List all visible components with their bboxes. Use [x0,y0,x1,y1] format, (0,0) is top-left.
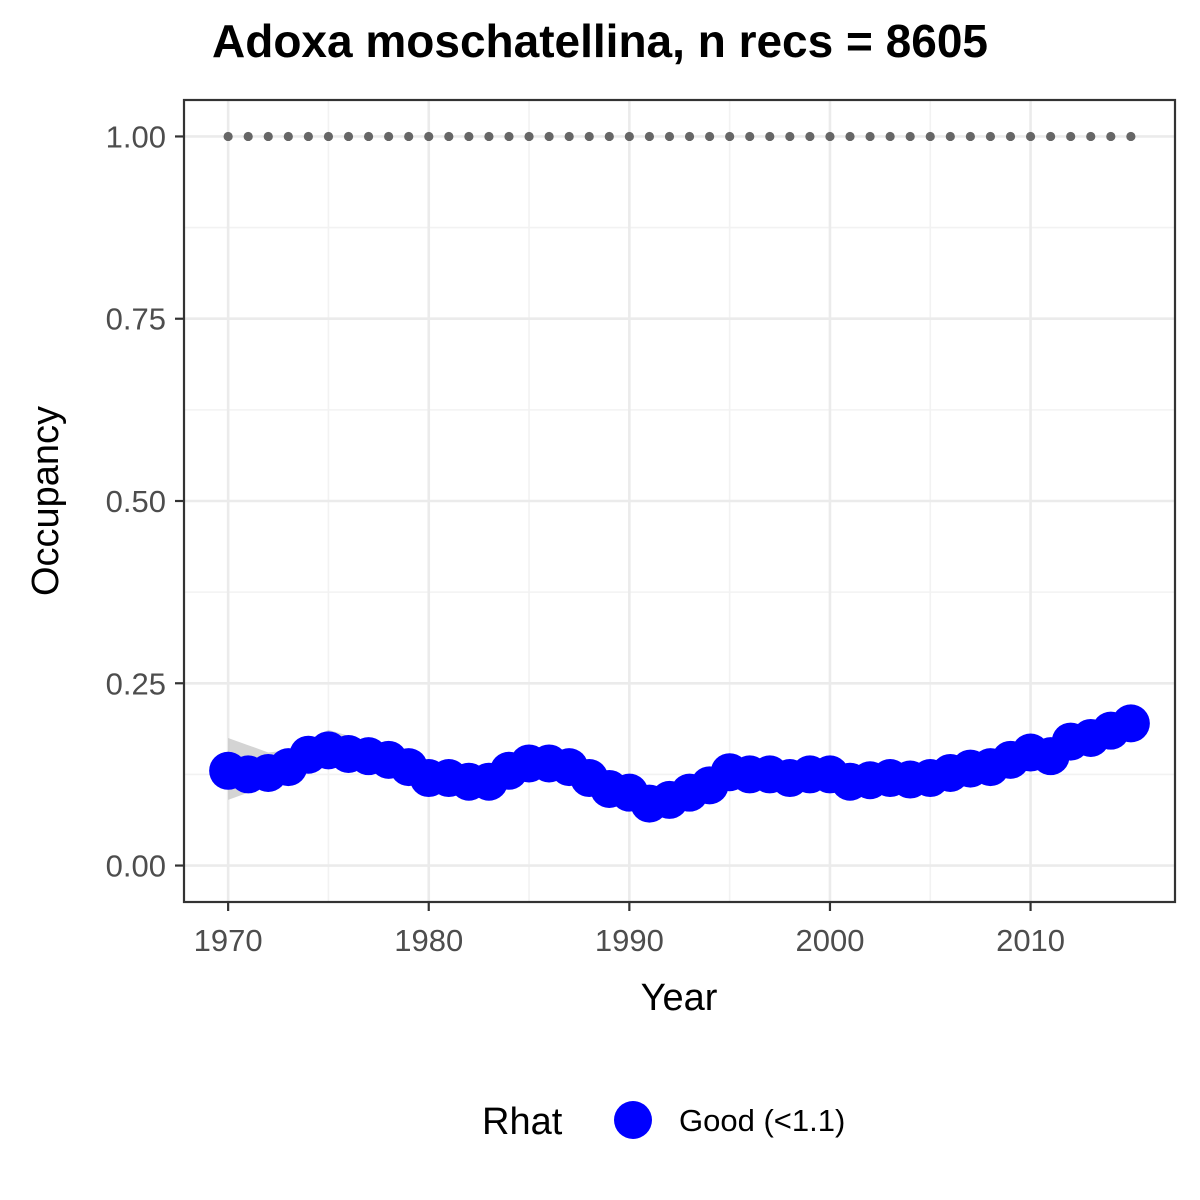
reference-dot [564,131,574,142]
reference-dot [464,131,474,142]
reference-dot [424,131,434,142]
reference-dot [1066,131,1076,142]
reference-dot [704,131,715,142]
x-tick-label: 1990 [595,923,664,958]
reference-dot [885,131,895,142]
reference-dot [243,131,253,142]
reference-dot [805,131,815,142]
reference-dot [945,131,955,142]
reference-dot [865,131,875,142]
reference-dot [323,131,334,142]
reference-dot [504,131,514,142]
x-tick-label: 2000 [795,923,864,958]
reference-dot [965,131,975,142]
reference-dot [544,131,554,142]
reference-dot [1025,131,1036,142]
reference-dot [384,131,394,142]
x-tick-label: 2010 [996,923,1065,958]
reference-dot [925,131,935,142]
reference-dot [223,131,233,142]
y-tick-label: 0.25 [106,666,166,701]
y-tick-label: 0.75 [106,302,166,337]
reference-dot [283,131,293,142]
y-tick-label: 0.50 [106,484,166,519]
grid-lines [184,100,1175,902]
reference-dot [684,131,695,142]
reference-dot [1126,131,1136,142]
y-tick-label: 1.00 [106,119,166,154]
legend: Rhat Good (<1.1) [482,1101,845,1143]
x-tick-label: 1970 [194,923,263,958]
reference-dot [1106,131,1116,142]
occupancy-point [1111,704,1150,743]
reference-dot [404,131,414,142]
reference-dot [905,131,915,142]
reference-dot [664,131,675,142]
reference-dot [484,131,494,142]
legend-label-good: Good (<1.1) [679,1103,845,1138]
x-tick-label: 1980 [394,923,463,958]
reference-dot [1005,131,1016,142]
reference-dot [263,131,273,142]
x-axis-title: Year [641,977,718,1019]
reference-dot [524,131,534,142]
reference-dot [765,131,775,142]
reference-dot [985,131,996,142]
chart-title: Adoxa moschatellina, n recs = 8605 [212,15,988,67]
occupancy-points [209,704,1150,823]
reference-dot [303,131,313,142]
reference-dot [845,131,855,142]
reference-dot [1086,131,1096,142]
reference-dot [584,131,594,142]
axes: 1970 1980 1990 2000 2010 0.00 0.25 0.50 0.75 1.00 [106,119,1065,958]
reference-dot [644,131,655,142]
reference-dots [223,131,1136,142]
reference-dot [604,131,614,142]
legend-title: Rhat [482,1101,563,1143]
reference-dot [343,131,354,142]
y-tick-label: 0.00 [106,849,166,884]
reference-dot [1046,131,1056,142]
y-axis-title: Occupancy [25,406,67,596]
reference-dot [785,131,795,142]
legend-key-good [614,1101,652,1139]
reference-dot [745,131,755,142]
reference-dot [825,131,835,142]
reference-dot [725,131,735,142]
reference-dot [624,131,634,142]
reference-dot [363,131,374,142]
reference-dot [444,131,454,142]
